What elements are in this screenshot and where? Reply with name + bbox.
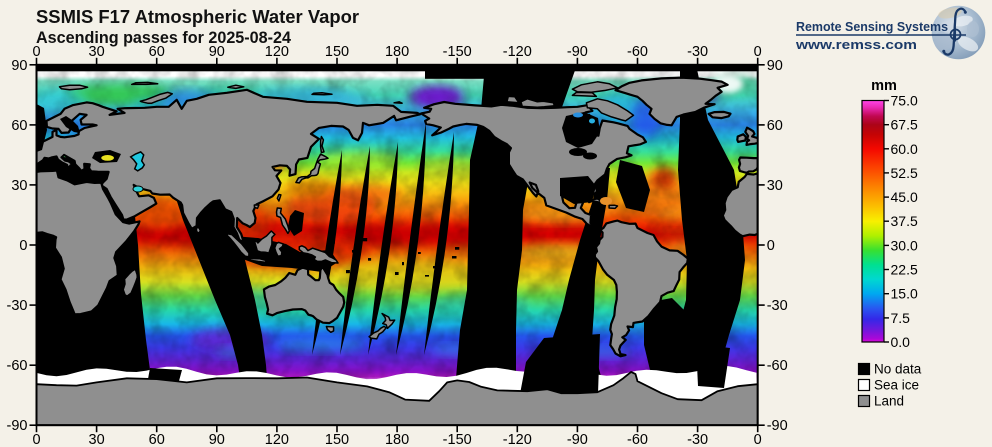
svg-text:60: 60 bbox=[11, 118, 27, 134]
svg-text:Remote Sensing Systems: Remote Sensing Systems bbox=[796, 19, 948, 34]
svg-text:180: 180 bbox=[385, 44, 409, 60]
svg-text:90: 90 bbox=[11, 58, 27, 74]
svg-text:30: 30 bbox=[767, 178, 783, 194]
svg-text:7.5: 7.5 bbox=[891, 310, 911, 326]
svg-text:-90: -90 bbox=[767, 418, 788, 434]
svg-text:0: 0 bbox=[32, 432, 40, 447]
svg-text:120: 120 bbox=[265, 432, 289, 447]
svg-text:30: 30 bbox=[89, 44, 105, 60]
svg-text:-150: -150 bbox=[443, 432, 472, 447]
svg-text:-90: -90 bbox=[7, 418, 28, 434]
svg-text:52.5: 52.5 bbox=[891, 165, 918, 181]
svg-text:60: 60 bbox=[149, 44, 165, 60]
svg-text:120: 120 bbox=[265, 44, 289, 60]
svg-text:-60: -60 bbox=[627, 44, 648, 60]
svg-text:-120: -120 bbox=[503, 44, 532, 60]
svg-text:90: 90 bbox=[767, 58, 783, 74]
svg-text:SSMIS F17 Atmospheric Water Va: SSMIS F17 Atmospheric Water Vapor bbox=[36, 6, 360, 27]
svg-text:0: 0 bbox=[32, 44, 40, 60]
svg-text:No data: No data bbox=[874, 362, 922, 377]
svg-text:30: 30 bbox=[89, 432, 105, 447]
svg-text:45.0: 45.0 bbox=[891, 189, 918, 205]
svg-text:75.0: 75.0 bbox=[891, 93, 918, 109]
svg-text:60.0: 60.0 bbox=[891, 141, 918, 157]
svg-text:0.0: 0.0 bbox=[891, 334, 911, 350]
svg-text:0: 0 bbox=[754, 432, 762, 447]
svg-text:Ascending passes for 2025-08-2: Ascending passes for 2025-08-24 bbox=[36, 29, 291, 47]
svg-text:www.remss.com: www.remss.com bbox=[795, 38, 917, 52]
svg-text:mm: mm bbox=[871, 78, 897, 94]
svg-text:Land: Land bbox=[874, 394, 904, 409]
svg-text:0: 0 bbox=[19, 238, 27, 254]
svg-text:22.5: 22.5 bbox=[891, 262, 918, 278]
svg-text:67.5: 67.5 bbox=[891, 117, 918, 133]
svg-text:-30: -30 bbox=[7, 298, 28, 314]
svg-text:30: 30 bbox=[11, 178, 27, 194]
svg-text:150: 150 bbox=[325, 432, 349, 447]
svg-text:0: 0 bbox=[767, 238, 775, 254]
svg-text:Sea ice: Sea ice bbox=[874, 378, 919, 393]
svg-text:-30: -30 bbox=[767, 298, 788, 314]
svg-text:150: 150 bbox=[325, 44, 349, 60]
svg-text:-30: -30 bbox=[687, 44, 708, 60]
svg-text:0: 0 bbox=[754, 44, 762, 60]
svg-text:60: 60 bbox=[149, 432, 165, 447]
svg-text:-60: -60 bbox=[767, 358, 788, 374]
svg-text:-90: -90 bbox=[567, 44, 588, 60]
svg-text:30.0: 30.0 bbox=[891, 237, 918, 253]
svg-text:-60: -60 bbox=[7, 358, 28, 374]
svg-text:15.0: 15.0 bbox=[891, 286, 918, 302]
svg-text:37.5: 37.5 bbox=[891, 213, 918, 229]
svg-text:90: 90 bbox=[209, 432, 225, 447]
svg-text:-150: -150 bbox=[443, 44, 472, 60]
svg-text:180: 180 bbox=[385, 432, 409, 447]
svg-text:-60: -60 bbox=[627, 432, 648, 447]
svg-text:90: 90 bbox=[209, 44, 225, 60]
svg-text:-120: -120 bbox=[503, 432, 532, 447]
svg-text:-30: -30 bbox=[687, 432, 708, 447]
svg-text:-90: -90 bbox=[567, 432, 588, 447]
svg-text:60: 60 bbox=[767, 118, 783, 134]
